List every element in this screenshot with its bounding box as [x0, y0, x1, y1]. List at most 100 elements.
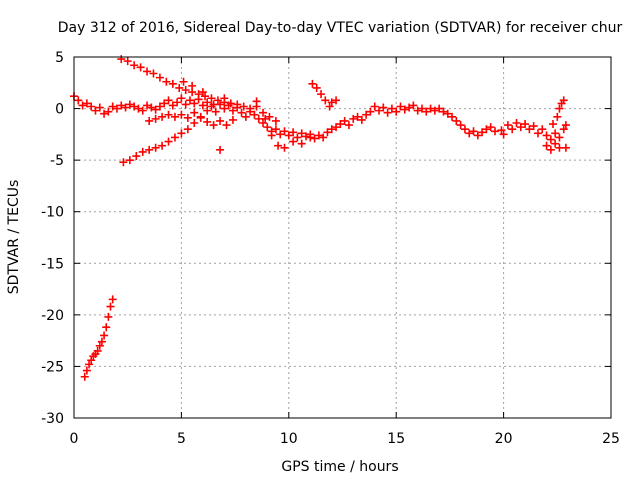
data-point	[188, 81, 197, 90]
data-point	[82, 99, 91, 108]
data-point	[80, 372, 89, 381]
data-point	[233, 100, 242, 109]
data-point	[213, 96, 222, 105]
data-point	[486, 123, 495, 132]
grid-lines	[74, 57, 611, 418]
data-point	[546, 135, 555, 144]
data-point	[198, 88, 207, 97]
data-point	[383, 108, 392, 117]
data-point	[158, 112, 167, 121]
data-point	[130, 61, 139, 70]
data-point	[104, 107, 113, 116]
data-point	[149, 69, 158, 78]
data-point	[327, 98, 336, 107]
data-point	[469, 127, 478, 136]
data-point	[194, 90, 203, 99]
data-point	[297, 129, 306, 138]
data-point	[95, 341, 104, 350]
data-point	[125, 156, 134, 165]
data-point	[553, 112, 562, 121]
x-tick-labels: 0 5 10 15 20 25	[70, 431, 620, 447]
data-point	[179, 77, 188, 86]
data-point	[177, 94, 186, 103]
data-point	[525, 125, 534, 134]
data-point	[203, 117, 212, 126]
data-point	[478, 128, 487, 137]
data-point	[452, 116, 461, 125]
data-point	[222, 121, 231, 130]
data-point	[267, 131, 276, 140]
data-point	[284, 131, 293, 140]
data-point	[259, 119, 268, 128]
data-point	[250, 110, 259, 119]
data-point	[117, 101, 126, 110]
data-point	[314, 131, 323, 140]
data-point	[119, 158, 128, 167]
data-point	[340, 116, 349, 125]
data-point	[108, 295, 117, 304]
data-point	[400, 105, 409, 114]
data-point	[183, 125, 192, 134]
x-tick-label: 5	[177, 431, 186, 447]
data-point	[190, 99, 199, 108]
x-axis-label: GPS time / hours	[281, 459, 398, 475]
data-point	[387, 104, 396, 113]
data-point	[181, 100, 190, 109]
data-point	[271, 125, 280, 134]
data-point	[321, 96, 330, 105]
data-point	[512, 119, 521, 128]
data-point	[196, 113, 205, 122]
data-point	[158, 141, 167, 150]
data-point	[289, 137, 298, 146]
data-point	[132, 152, 141, 161]
data-point	[497, 126, 506, 135]
data-point	[104, 312, 113, 321]
data-point	[306, 133, 315, 142]
data-point	[559, 125, 568, 134]
data-point	[216, 145, 225, 154]
data-point	[216, 116, 225, 125]
data-point	[78, 101, 87, 110]
data-point	[353, 112, 362, 121]
series-upper-arc	[117, 55, 280, 125]
data-point	[198, 101, 207, 110]
x-tick-label: 15	[387, 431, 405, 447]
data-point	[344, 121, 353, 130]
y-tick-label: -25	[41, 359, 64, 375]
data-point	[460, 125, 469, 134]
data-point	[516, 123, 525, 132]
data-point	[108, 102, 117, 111]
y-tick-label: -15	[41, 256, 64, 272]
data-point	[465, 129, 474, 138]
plot-frame	[73, 56, 612, 419]
data-point	[336, 120, 345, 129]
data-point	[265, 112, 274, 121]
data-point	[439, 107, 448, 116]
data-point	[164, 137, 173, 146]
data-point	[491, 127, 500, 136]
data-point	[319, 133, 328, 142]
y-tick-label: 5	[55, 50, 64, 66]
data-point	[357, 115, 366, 124]
data-point	[138, 147, 147, 156]
data-point	[379, 103, 388, 112]
data-point	[228, 106, 237, 115]
data-point	[74, 96, 83, 105]
series-outlier-cluster	[80, 295, 117, 381]
data-point	[138, 106, 147, 115]
data-point	[456, 121, 465, 130]
data-point	[263, 123, 272, 132]
data-point	[168, 101, 177, 110]
data-point	[147, 103, 156, 112]
data-points	[70, 55, 570, 381]
data-point	[276, 130, 285, 139]
y-tick-label: -5	[50, 153, 64, 169]
data-point	[151, 114, 160, 123]
data-point	[503, 121, 512, 130]
data-point	[183, 113, 192, 122]
data-point	[87, 356, 96, 365]
data-point	[529, 122, 538, 131]
data-point	[409, 101, 418, 110]
data-point	[413, 106, 422, 115]
data-point	[259, 108, 268, 117]
